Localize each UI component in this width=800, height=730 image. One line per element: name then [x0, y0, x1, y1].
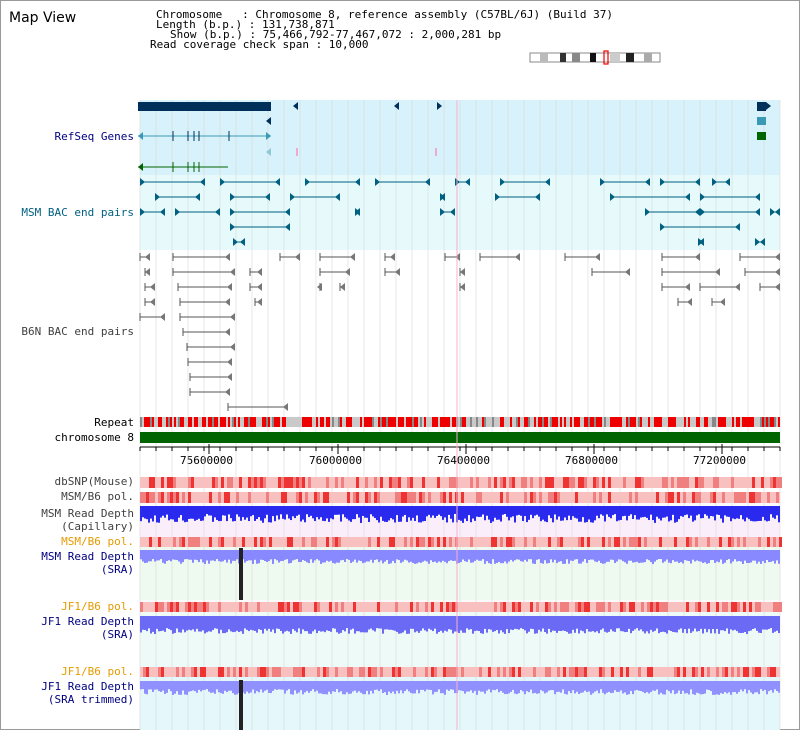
info-show: Show (b.p.) : 75,466,792-77,467,072 : 2,… — [170, 28, 502, 41]
track-label-b6n-bac[interactable]: B6N BAC end pairs — [21, 325, 134, 338]
axis-tick-4: 76800000 — [565, 454, 618, 467]
axis-tick-3: 76400000 — [437, 454, 490, 467]
track-label-jf1-pol-2[interactable]: JF1/B6 pol. — [61, 665, 134, 678]
msm-bac-features[interactable] — [140, 178, 780, 246]
track-label-jf1-pol[interactable]: JF1/B6 pol. — [61, 600, 134, 613]
jf1-depth-sra-track[interactable] — [140, 616, 780, 634]
track-label-msm-bac[interactable]: MSM BAC end pairs — [21, 206, 134, 219]
msm-b6-pol-track-2[interactable] — [140, 537, 782, 547]
jf1-pol-track[interactable] — [140, 602, 782, 612]
track-label-dbsnp[interactable]: dbSNP(Mouse) — [54, 475, 134, 488]
axis-tick-5: 77200000 — [693, 454, 746, 467]
track-label-msm-depth-cap-sub: (Capillary) — [61, 520, 134, 533]
info-length: Length (b.p.) : 131,738,871 — [156, 18, 335, 31]
msm-depth-capillary-track[interactable] — [140, 506, 780, 523]
msm-depth-sra-track[interactable] — [140, 550, 780, 564]
track-label-msm-depth-sra-sub: (SRA) — [100, 563, 134, 576]
chromosome-ideogram[interactable] — [529, 50, 661, 65]
track-label-jf1-depth-sra-sub: (SRA) — [100, 628, 134, 641]
axis-tick-2: 76000000 — [309, 454, 362, 467]
axis-tick-marks — [139, 444, 781, 454]
jf1-depth-trim-track[interactable] — [140, 681, 780, 695]
track-label-jf1-depth-sra[interactable]: JF1 Read Depth — [41, 615, 134, 628]
view-title: Map View — [9, 10, 77, 26]
track-label-msm-depth-sra[interactable]: MSM Read Depth — [41, 550, 134, 563]
msm-b6-pol-track[interactable] — [140, 492, 780, 503]
jf1-pol-track-2[interactable] — [140, 667, 780, 677]
info-coverage: Read coverage check span : 10,000 — [150, 38, 369, 51]
chromosome-bar[interactable] — [140, 432, 780, 443]
track-label-chromosome[interactable]: chromosome 8 — [54, 431, 134, 444]
chromosome-info: Chromosome : Chromosome 8, reference ass… — [150, 8, 613, 51]
b6n-bac-features[interactable] — [139, 253, 780, 411]
info-chromosome: Chromosome : Chromosome 8, reference ass… — [156, 8, 613, 21]
track-label-repeat[interactable]: Repeat — [94, 416, 134, 429]
track-label-msm-b6-pol[interactable]: MSM/B6 pol. — [61, 490, 134, 503]
track-label-jf1-depth-trim-sub: (SRA trimmed) — [47, 693, 134, 706]
track-label-refseq[interactable]: RefSeq Genes — [54, 130, 134, 143]
track-label-msm-depth-cap[interactable]: MSM Read Depth — [41, 507, 134, 520]
repeat-track[interactable] — [140, 417, 780, 427]
track-label-msm-b6-pol-2[interactable]: MSM/B6 pol. — [61, 535, 134, 548]
dbsnp-track[interactable] — [140, 477, 782, 488]
track-label-jf1-depth-trim[interactable]: JF1 Read Depth — [41, 680, 134, 693]
grid-lines — [139, 100, 781, 730]
refseq-genes[interactable] — [138, 102, 771, 172]
